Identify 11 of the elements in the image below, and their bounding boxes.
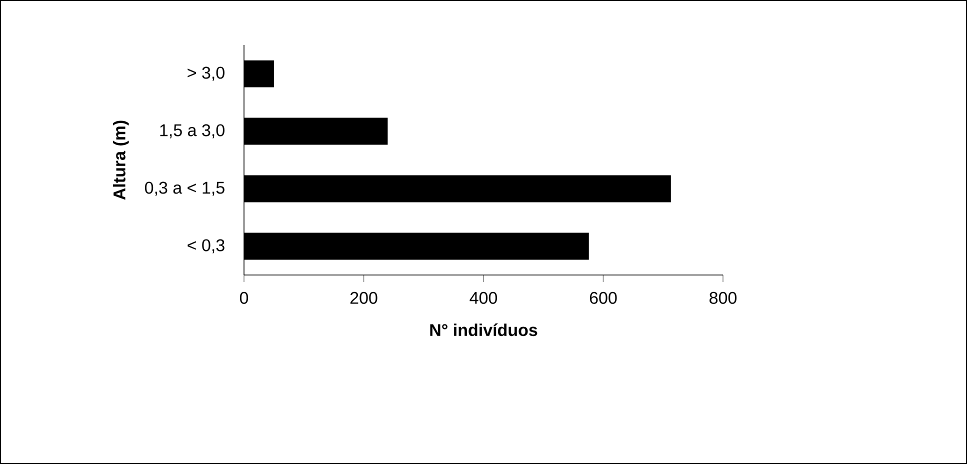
- y-tick-label: 0,3 a < 1,5: [144, 182, 224, 196]
- y-tick-label: > 3,0: [188, 66, 224, 81]
- y-axis-title: Altura (m): [112, 120, 129, 200]
- x-tick-label: 800: [710, 292, 737, 304]
- x-tick-label: 0: [240, 292, 248, 304]
- x-tick-label: 600: [590, 292, 617, 304]
- x-tick-label: 400: [470, 292, 498, 304]
- y-tick-label: 1,5 a 3,0: [160, 124, 224, 138]
- x-axis-title: N° indivíduos: [430, 323, 538, 336]
- x-tick-label: 200: [350, 292, 378, 304]
- y-tick-label: < 0,3: [188, 239, 224, 254]
